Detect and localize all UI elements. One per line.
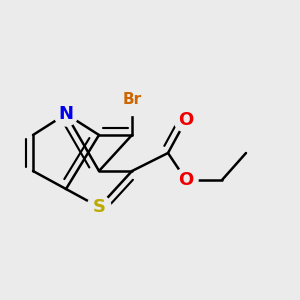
Circle shape bbox=[87, 195, 111, 219]
Circle shape bbox=[174, 168, 198, 192]
Text: O: O bbox=[178, 171, 194, 189]
Text: Br: Br bbox=[122, 92, 142, 106]
Text: N: N bbox=[58, 105, 74, 123]
Circle shape bbox=[54, 102, 78, 126]
Text: S: S bbox=[92, 198, 106, 216]
Circle shape bbox=[174, 108, 198, 132]
Circle shape bbox=[116, 82, 148, 116]
Text: O: O bbox=[178, 111, 194, 129]
